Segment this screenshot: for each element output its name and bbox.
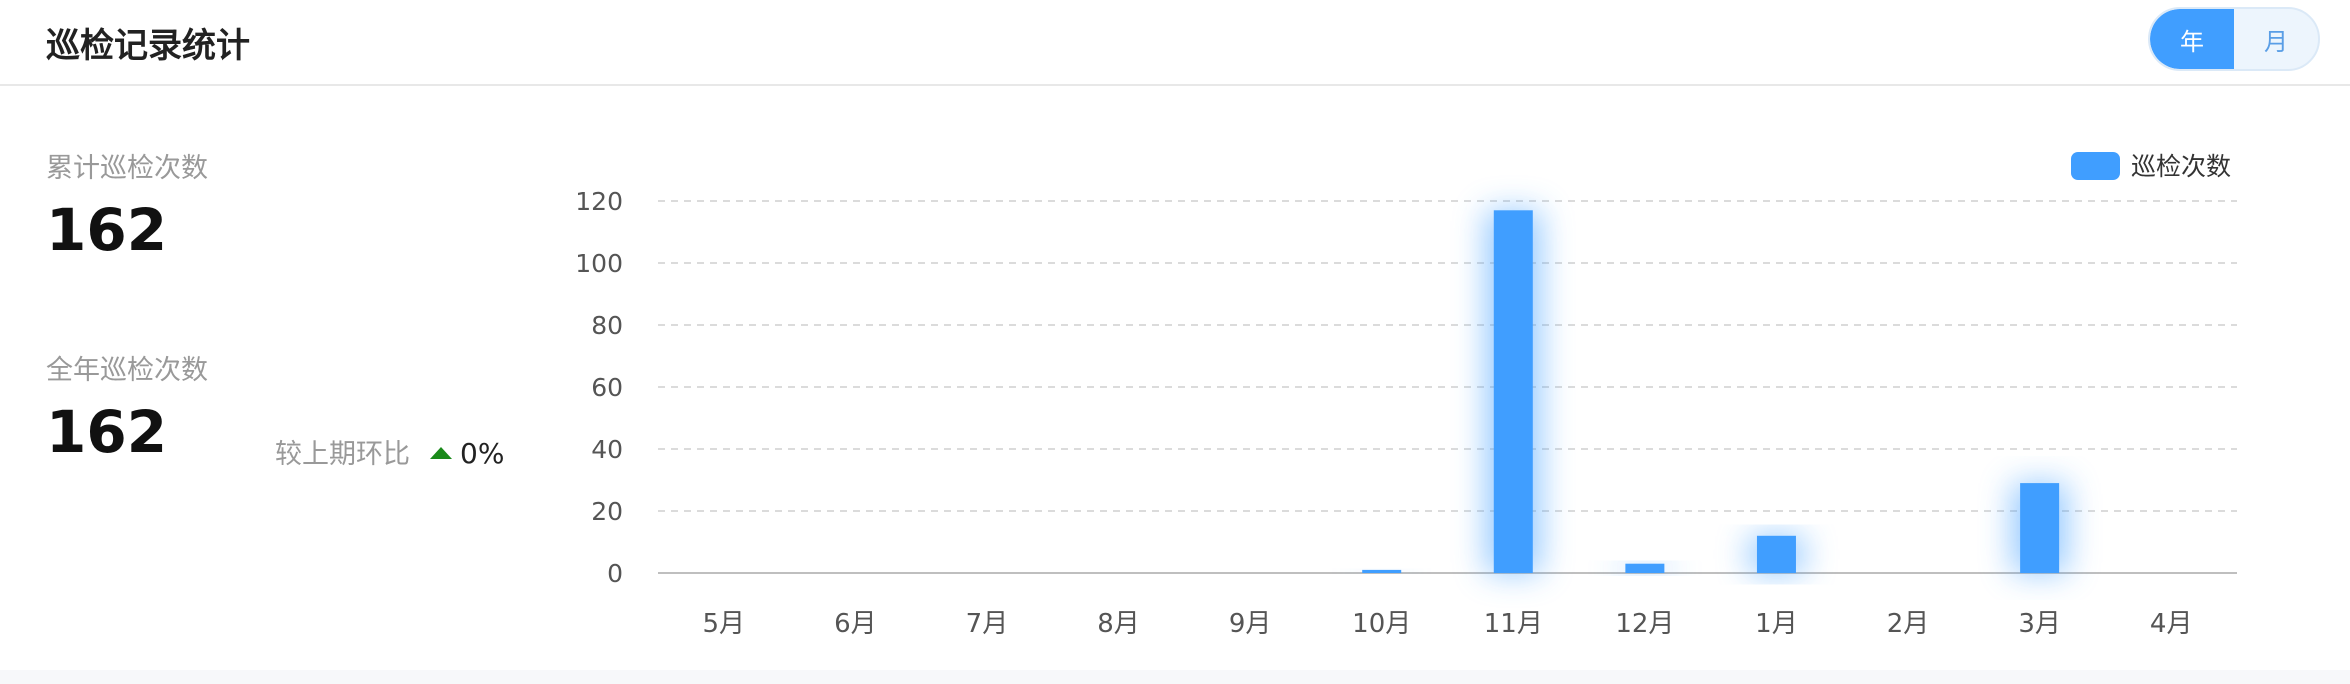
panel-header: 巡检记录统计 年 月 [0,0,2350,86]
x-tick-label: 3月 [2018,609,2061,639]
x-tick-label: 7月 [966,609,1009,639]
x-tick-label: 12月 [1615,609,1674,639]
y-tick-label: 20 [591,497,623,526]
toggle-month-button[interactable]: 月 [2264,27,2288,56]
bar[interactable] [2020,483,2060,573]
comparison-value: 0% [460,437,505,470]
page-title: 巡检记录统计 [46,26,250,66]
y-tick-label: 60 [591,373,623,402]
bar[interactable] [1625,563,1665,573]
total-inspections-value: 162 [46,196,168,264]
y-tick-label: 40 [591,435,623,464]
legend-swatch[interactable] [2071,152,2120,180]
x-tick-label: 6月 [834,609,877,639]
x-tick-label: 5月 [703,609,746,639]
y-tick-label: 120 [575,187,623,216]
legend-label[interactable]: 巡检次数 [2131,152,2231,181]
total-inspections-label: 累计巡检次数 [46,153,208,184]
bar[interactable] [1756,535,1796,573]
toggle-year-button[interactable]: 年 [2150,9,2234,69]
triangle-up-icon [430,446,452,459]
bar[interactable] [1493,210,1533,574]
bar[interactable] [1362,569,1402,573]
y-tick-label: 100 [575,249,623,278]
period-toggle[interactable]: 年 月 [2148,7,2320,71]
x-tick-label: 1月 [1755,609,1798,639]
x-tick-label: 11月 [1484,609,1543,639]
period-comparison: 较上期环比 0% [275,432,504,471]
x-tick-label: 2月 [1887,609,1930,639]
x-tick-label: 10月 [1352,609,1411,639]
x-tick-label: 8月 [1097,609,1140,639]
x-tick-label: 9月 [1229,609,1272,639]
y-tick-label: 0 [607,559,623,588]
x-tick-label: 4月 [2150,609,2193,639]
year-inspections-label: 全年巡检次数 [46,355,208,386]
y-tick-label: 80 [591,311,623,340]
year-inspections-value: 162 [46,398,168,466]
comparison-label: 较上期环比 [275,439,410,470]
bottom-divider [0,670,2350,684]
